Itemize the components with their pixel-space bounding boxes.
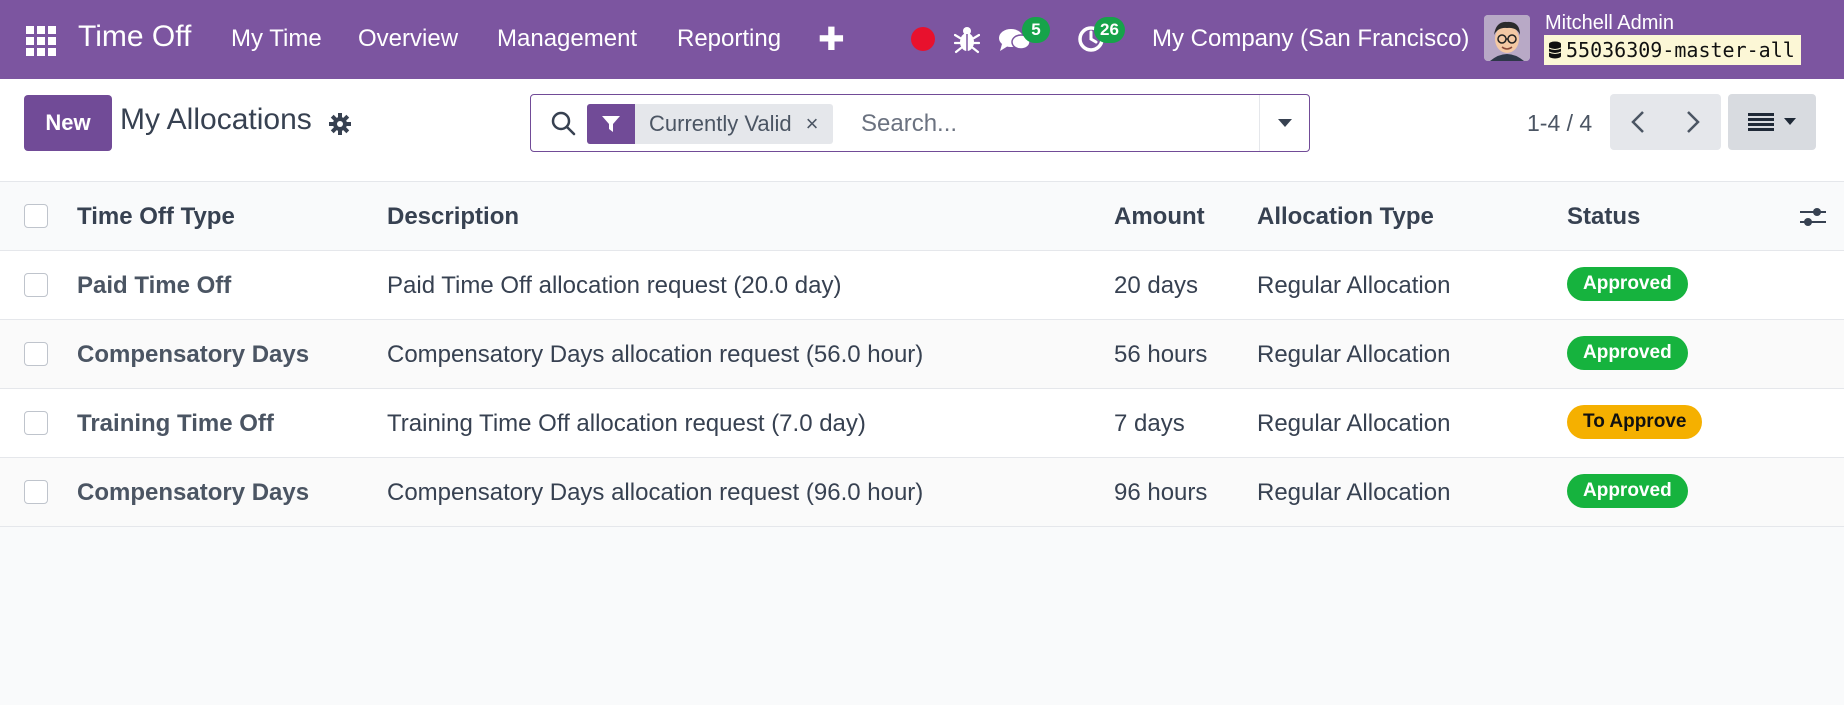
status-badge: Approved xyxy=(1567,267,1688,301)
table-header-row: Time Off Type Description Amount Allocat… xyxy=(0,182,1844,251)
page-title: My Allocations xyxy=(120,103,312,136)
select-all-checkbox[interactable] xyxy=(24,204,48,228)
amount-cell: 96 hours xyxy=(1114,479,1208,506)
row-checkbox[interactable] xyxy=(24,480,48,504)
top-navbar: Time Off My Time Overview Management Rep… xyxy=(0,0,1844,79)
facet-label: Currently Valid xyxy=(649,111,792,136)
time-off-type-cell: Training Time Off xyxy=(77,410,274,437)
company-switcher[interactable]: My Company (San Francisco) xyxy=(1152,25,1470,52)
list-view-icon xyxy=(1748,113,1774,131)
amount-cell: 56 hours xyxy=(1114,341,1208,368)
allocation-type-cell: Regular Allocation xyxy=(1257,272,1451,299)
database-name: 55036309-master-all xyxy=(1566,38,1795,62)
column-header-amount[interactable]: Amount xyxy=(1114,203,1205,230)
status-badge: Approved xyxy=(1567,336,1688,370)
amount-cell: 20 days xyxy=(1114,272,1199,299)
table-row[interactable]: Compensatory Days Compensatory Days allo… xyxy=(0,320,1844,389)
plus-icon[interactable]: ✚ xyxy=(818,21,845,57)
column-header-allocation-type[interactable]: Allocation Type xyxy=(1257,203,1434,230)
activity-count-badge: 26 xyxy=(1094,17,1125,43)
allocation-type-cell: Regular Allocation xyxy=(1257,341,1451,368)
time-off-type-cell: Compensatory Days xyxy=(77,479,310,506)
database-tag: 55036309-master-all xyxy=(1544,35,1801,65)
search-bar: Currently Valid × xyxy=(530,94,1310,152)
new-button[interactable]: New xyxy=(24,95,112,151)
pager-previous-button[interactable] xyxy=(1610,94,1666,150)
chevron-right-icon xyxy=(1687,111,1700,133)
status-badge: Approved xyxy=(1567,474,1688,508)
pager-value[interactable]: 1-4 / 4 xyxy=(1527,110,1593,136)
gear-icon[interactable] xyxy=(328,112,352,136)
description-cell: Paid Time Off allocation request (20.0 d… xyxy=(387,272,842,299)
chevron-left-icon xyxy=(1631,111,1644,133)
status-badge: To Approve xyxy=(1567,405,1703,439)
description-cell: Compensatory Days allocation request (96… xyxy=(387,479,924,506)
search-facet: Currently Valid × xyxy=(587,104,833,144)
search-icon[interactable] xyxy=(549,109,577,137)
column-header-status[interactable]: Status xyxy=(1567,203,1641,230)
amount-cell: 7 days xyxy=(1114,410,1185,437)
table-row[interactable]: Training Time Off Training Time Off allo… xyxy=(0,389,1844,458)
time-off-type-cell: Compensatory Days xyxy=(77,341,310,368)
allocation-type-cell: Regular Allocation xyxy=(1257,410,1451,437)
menu-management[interactable]: Management xyxy=(497,25,638,52)
avatar[interactable] xyxy=(1484,15,1530,61)
row-checkbox[interactable] xyxy=(24,342,48,366)
list-view-switcher[interactable] xyxy=(1728,94,1816,150)
time-off-type-cell: Paid Time Off xyxy=(77,272,232,299)
search-input[interactable] xyxy=(861,107,1261,141)
table-row[interactable]: Compensatory Days Compensatory Days allo… xyxy=(0,458,1844,527)
record-icon[interactable] xyxy=(911,27,935,51)
app-name[interactable]: Time Off xyxy=(78,20,192,53)
column-header-description[interactable]: Description xyxy=(387,203,520,230)
menu-reporting[interactable]: Reporting xyxy=(677,25,782,52)
remove-facet-icon[interactable]: × xyxy=(805,111,819,136)
description-cell: Training Time Off allocation request (7.… xyxy=(387,410,866,437)
caret-down-icon xyxy=(1277,119,1292,127)
optional-columns-icon[interactable] xyxy=(1800,204,1826,230)
menu-overview[interactable]: Overview xyxy=(358,25,459,52)
column-header-time-off-type[interactable]: Time Off Type xyxy=(77,203,235,230)
row-checkbox[interactable] xyxy=(24,411,48,435)
database-icon xyxy=(1548,41,1562,59)
pager-next-button[interactable] xyxy=(1665,94,1721,150)
allocation-type-cell: Regular Allocation xyxy=(1257,479,1451,506)
apps-grid-icon[interactable] xyxy=(26,26,58,56)
table-row[interactable]: Paid Time Off Paid Time Off allocation r… xyxy=(0,251,1844,320)
row-checkbox[interactable] xyxy=(24,273,48,297)
bug-icon[interactable] xyxy=(954,24,980,54)
search-options-toggle[interactable] xyxy=(1259,95,1309,151)
user-name[interactable]: Mitchell Admin xyxy=(1545,12,1674,34)
chat-count-badge: 5 xyxy=(1022,17,1050,43)
description-cell: Compensatory Days allocation request (56… xyxy=(387,341,924,368)
caret-down-icon xyxy=(1784,118,1796,125)
menu-my-time[interactable]: My Time xyxy=(231,25,322,52)
filter-icon xyxy=(587,104,635,144)
